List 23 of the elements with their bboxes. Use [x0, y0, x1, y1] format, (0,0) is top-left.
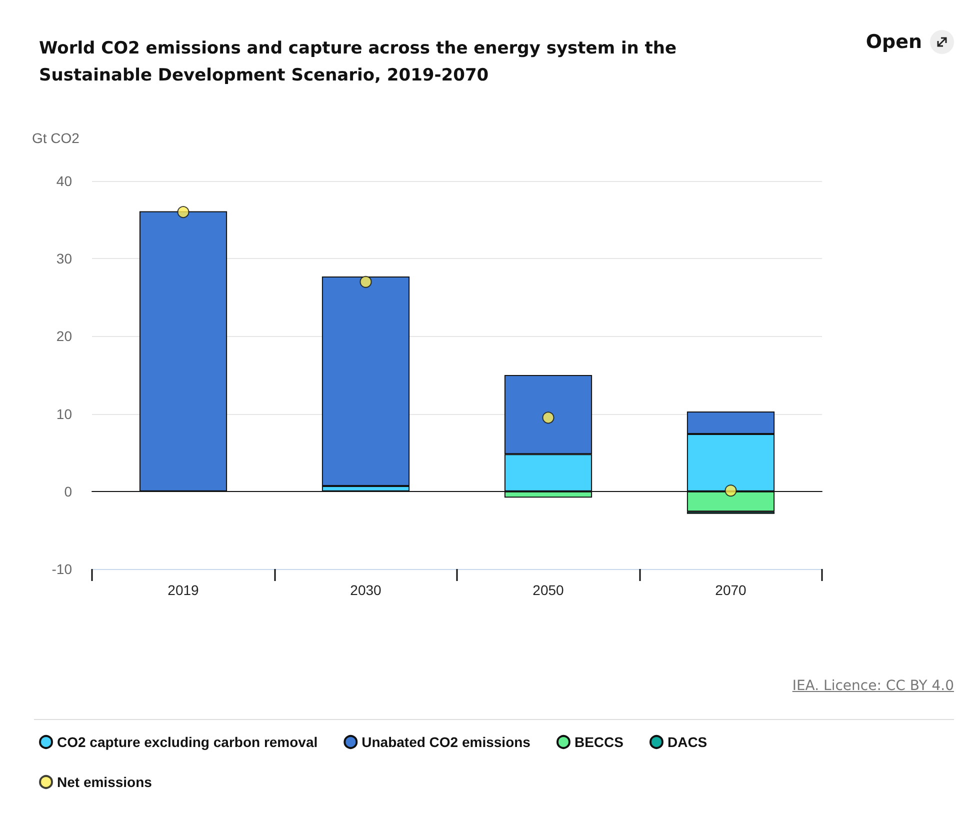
point	[542, 412, 554, 424]
y-axis-title: Gt CO2	[32, 130, 80, 146]
legend-label: BECCS	[574, 734, 624, 750]
chart-title: World CO2 emissions and capture across the energy system in the Sustainable Development Scenario, 2019-2070	[39, 38, 682, 86]
text: Open	[866, 31, 922, 53]
legend-label: DACS	[667, 734, 708, 750]
y-tick-label: 0	[64, 483, 72, 500]
x-tick-label: 2030	[350, 582, 382, 598]
legend-label: CO2 capture excluding carbon removal	[57, 734, 318, 750]
legend-label: Unabated CO2 emissions	[362, 734, 531, 750]
y-tick-label: 40	[56, 173, 72, 189]
y-tick-label: 30	[56, 250, 72, 267]
y-tick-label: 20	[56, 328, 72, 344]
y-tick-label: 10	[56, 406, 72, 422]
y-tick-label: -10	[52, 561, 72, 577]
point	[360, 276, 372, 288]
text: IEA. Licence: CC BY 4.0	[792, 678, 954, 694]
x-tick-label: 2070	[715, 582, 747, 598]
x-tick-label: 2050	[532, 582, 564, 598]
point	[177, 206, 190, 218]
point	[724, 484, 737, 497]
x-tick-label: 2019	[168, 582, 200, 598]
legend-label: Net emissions	[57, 774, 152, 790]
